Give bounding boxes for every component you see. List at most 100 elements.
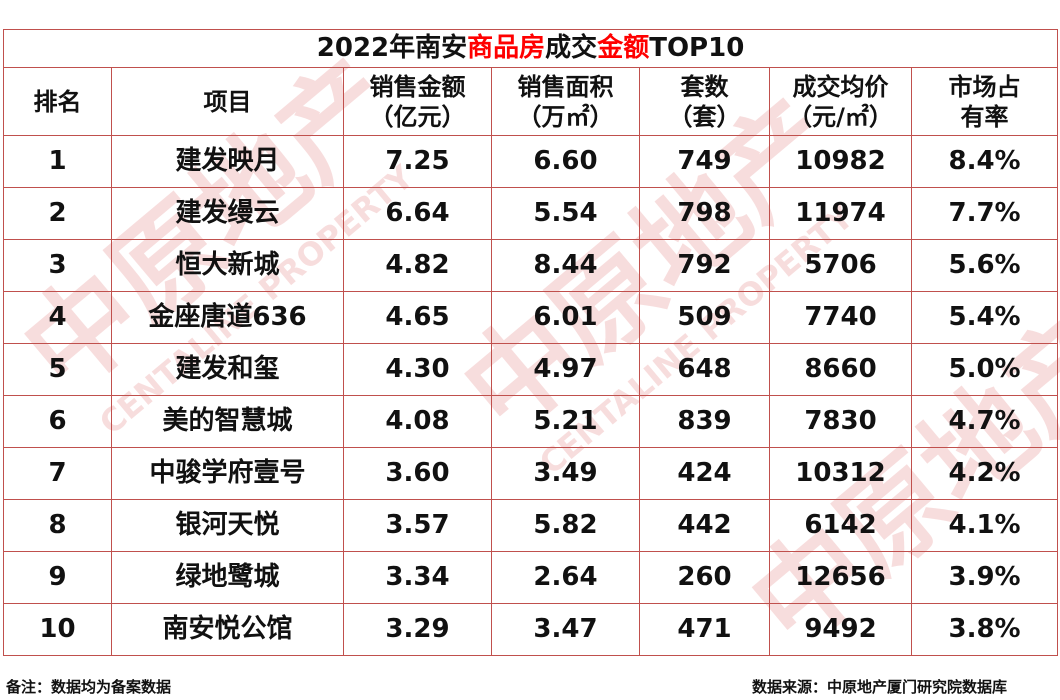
column-header-line1: 销售金额 (369, 72, 466, 101)
area-cell: 8.44 (491, 239, 640, 292)
rank-cell: 1 (3, 135, 112, 188)
share-cell: 5.6% (910, 239, 1059, 292)
table-row: 2 建发缦云 6.64 5.54 798 11974 7.7% (3, 187, 1059, 240)
amount-cell: 3.60 (343, 447, 492, 500)
area-cell: 5.21 (491, 395, 640, 448)
rank-cell: 6 (3, 395, 112, 448)
share-cell: 3.8% (910, 603, 1059, 656)
share-cell: 5.4% (910, 291, 1059, 344)
units-cell: 424 (639, 447, 770, 500)
column-header-line1: 套数 (680, 72, 729, 101)
column-header-line2: （元/㎡） (788, 102, 893, 131)
title-middle: 成交 (545, 32, 598, 63)
price-cell: 8660 (769, 343, 912, 396)
project-cell: 建发缦云 (111, 187, 344, 240)
project-cell: 金座唐道636 (111, 291, 344, 344)
price-cell: 9492 (769, 603, 912, 656)
units-cell: 648 (639, 343, 770, 396)
area-cell: 2.64 (491, 551, 640, 604)
amount-cell: 7.25 (343, 135, 492, 188)
column-header-line1: 排名 (33, 87, 82, 116)
share-cell: 4.1% (910, 499, 1059, 552)
area-cell: 3.49 (491, 447, 640, 500)
project-cell: 恒大新城 (111, 239, 344, 292)
project-cell: 银河天悦 (111, 499, 344, 552)
column-header-line1: 项目 (203, 87, 252, 116)
table-row: 4 金座唐道636 4.65 6.01 509 7740 5.4% (3, 291, 1059, 344)
rank-cell: 2 (3, 187, 112, 240)
rank-cell: 10 (3, 603, 112, 656)
table-row: 8 银河天悦 3.57 5.82 442 6142 4.1% (3, 499, 1059, 552)
share-cell: 8.4% (910, 135, 1059, 188)
area-cell: 6.01 (491, 291, 640, 344)
column-header-line2: 有率 (960, 102, 1009, 131)
units-cell: 442 (639, 499, 770, 552)
column-header: 市场占 有率 (910, 67, 1059, 136)
share-cell: 4.7% (910, 395, 1059, 448)
price-cell: 11974 (769, 187, 912, 240)
project-cell: 美的智慧城 (111, 395, 344, 448)
title-highlight-product: 商品房 (467, 32, 546, 63)
table-row: 7 中骏学府壹号 3.60 3.49 424 10312 4.2% (3, 447, 1059, 500)
units-cell: 839 (639, 395, 770, 448)
column-header: 套数 （套） (639, 67, 770, 136)
footnote-source: 数据来源：中原地产厦门研究院数据库 (752, 678, 1008, 696)
table-row: 5 建发和玺 4.30 4.97 648 8660 5.0% (3, 343, 1059, 396)
units-cell: 792 (639, 239, 770, 292)
title-row: 2022年南安商品房成交金额TOP10 (2, 29, 1059, 68)
column-header-line2: （套） (668, 102, 741, 131)
rank-cell: 4 (3, 291, 112, 344)
header-row: 排名 项目 销售金额 （亿元） 销售面积 （万㎡） 套数 （套） 成交均价 （元/㎡） 市场占 有率 (3, 67, 1059, 136)
column-header: 销售金额 （亿元） (343, 67, 492, 136)
column-header-line1: 销售面积 (517, 72, 614, 101)
project-cell: 建发和玺 (111, 343, 344, 396)
amount-cell: 4.65 (343, 291, 492, 344)
price-cell: 6142 (769, 499, 912, 552)
column-header-line1: 市场占 (948, 72, 1021, 101)
amount-cell: 4.30 (343, 343, 492, 396)
amount-cell: 6.64 (343, 187, 492, 240)
table-row: 9 绿地鹭城 3.34 2.64 260 12656 3.9% (3, 551, 1059, 604)
project-cell: 建发映月 (111, 135, 344, 188)
amount-cell: 3.34 (343, 551, 492, 604)
title-suffix: TOP10 (649, 32, 745, 63)
column-header-line2: （亿元） (369, 102, 466, 131)
price-cell: 5706 (769, 239, 912, 292)
share-cell: 4.2% (910, 447, 1059, 500)
rank-cell: 7 (3, 447, 112, 500)
column-header: 成交均价 （元/㎡） (769, 67, 912, 136)
column-header: 项目 (111, 67, 344, 136)
table-body: 1 建发映月 7.25 6.60 749 10982 8.4% 2 建发缦云 6.64 5.54 79… (3, 135, 1059, 656)
table-row: 6 美的智慧城 4.08 5.21 839 7830 4.7% (3, 395, 1059, 448)
rank-cell: 5 (3, 343, 112, 396)
area-cell: 5.54 (491, 187, 640, 240)
table-row: 1 建发映月 7.25 6.60 749 10982 8.4% (3, 135, 1059, 188)
amount-cell: 4.82 (343, 239, 492, 292)
area-cell: 4.97 (491, 343, 640, 396)
area-cell: 6.60 (491, 135, 640, 188)
footnote-remark: 备注：数据均为备案数据 (6, 678, 172, 696)
units-cell: 509 (639, 291, 770, 344)
price-cell: 10312 (769, 447, 912, 500)
share-cell: 5.0% (910, 343, 1059, 396)
column-header-line1: 成交均价 (792, 72, 889, 101)
project-cell: 绿地鹭城 (111, 551, 344, 604)
units-cell: 798 (639, 187, 770, 240)
ranking-table: 2022年南安商品房成交金额TOP10 排名 项目 销售金额 （亿元） 销售面积 （万㎡）… (2, 29, 1059, 656)
price-cell: 10982 (769, 135, 912, 188)
ranking-table-container: 2022年南安商品房成交金额TOP10 排名 项目 销售金额 （亿元） 销售面积 （万㎡）… (2, 29, 1059, 656)
units-cell: 260 (639, 551, 770, 604)
price-cell: 7830 (769, 395, 912, 448)
amount-cell: 3.29 (343, 603, 492, 656)
column-header-line2: （万㎡） (517, 102, 614, 131)
rank-cell: 8 (3, 499, 112, 552)
rank-cell: 3 (3, 239, 112, 292)
units-cell: 471 (639, 603, 770, 656)
column-header: 销售面积 （万㎡） (491, 67, 640, 136)
price-cell: 12656 (769, 551, 912, 604)
price-cell: 7740 (769, 291, 912, 344)
amount-cell: 3.57 (343, 499, 492, 552)
table-row: 10 南安悦公馆 3.29 3.47 471 9492 3.8% (3, 603, 1059, 656)
rank-cell: 9 (3, 551, 112, 604)
